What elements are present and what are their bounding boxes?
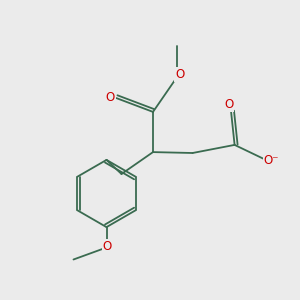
Text: O⁻: O⁻ [264,154,279,167]
Text: O: O [224,98,233,111]
Text: O: O [106,91,115,104]
Text: O: O [176,68,184,81]
Text: O: O [103,239,112,253]
